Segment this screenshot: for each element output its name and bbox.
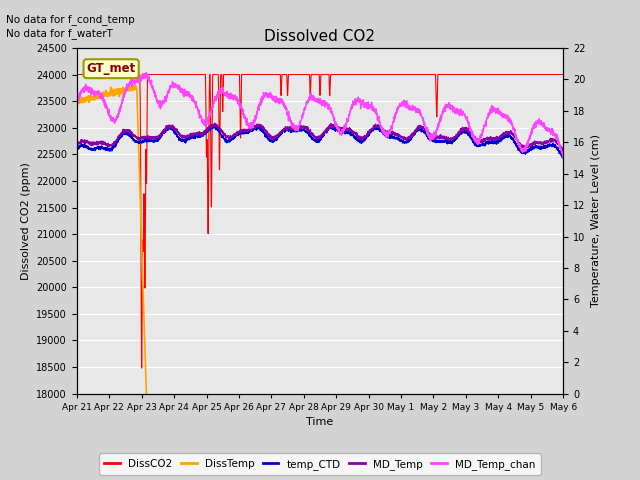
DissTemp bbox=[129, 85, 136, 91]
MD_Temp bbox=[129, 132, 136, 137]
MD_Temp_chan bbox=[497, 111, 505, 117]
MD_Temp_chan bbox=[559, 155, 567, 161]
temp_CTD bbox=[210, 122, 218, 128]
DissCO2 bbox=[497, 72, 505, 77]
temp_CTD bbox=[497, 136, 505, 142]
MD_Temp_chan bbox=[129, 83, 136, 89]
MD_Temp_chan bbox=[550, 131, 557, 136]
MD_Temp bbox=[211, 120, 218, 126]
MD_Temp_chan bbox=[73, 100, 81, 106]
MD_Temp bbox=[73, 143, 81, 148]
DissCO2 bbox=[73, 72, 81, 77]
DissCO2 bbox=[281, 72, 289, 77]
Line: MD_Temp_chan: MD_Temp_chan bbox=[77, 73, 563, 158]
MD_Temp bbox=[497, 134, 505, 140]
DissCO2 bbox=[129, 72, 136, 77]
Title: Dissolved CO2: Dissolved CO2 bbox=[264, 29, 376, 44]
MD_Temp bbox=[559, 148, 567, 154]
temp_CTD bbox=[559, 155, 566, 161]
DissCO2 bbox=[559, 72, 567, 77]
DissCO2 bbox=[260, 72, 268, 77]
Y-axis label: Dissolved CO2 (ppm): Dissolved CO2 (ppm) bbox=[20, 162, 31, 280]
MD_Temp_chan bbox=[559, 151, 567, 157]
DissCO2 bbox=[550, 72, 557, 77]
temp_CTD bbox=[559, 154, 567, 160]
MD_Temp bbox=[260, 126, 268, 132]
MD_Temp bbox=[281, 126, 289, 132]
Line: DissTemp: DissTemp bbox=[77, 85, 147, 394]
Legend: DissCO2, DissTemp, temp_CTD, MD_Temp, MD_Temp_chan: DissCO2, DissTemp, temp_CTD, MD_Temp, MD… bbox=[99, 454, 541, 475]
MD_Temp_chan bbox=[157, 100, 165, 106]
DissTemp bbox=[73, 97, 81, 103]
temp_CTD bbox=[129, 135, 136, 141]
temp_CTD bbox=[73, 148, 81, 154]
Line: DissCO2: DissCO2 bbox=[77, 74, 563, 368]
temp_CTD bbox=[550, 144, 557, 149]
DissCO2 bbox=[138, 365, 145, 371]
Line: temp_CTD: temp_CTD bbox=[77, 125, 563, 158]
Text: No data for f_waterT: No data for f_waterT bbox=[6, 28, 113, 39]
Text: No data for f_cond_temp: No data for f_cond_temp bbox=[6, 13, 135, 24]
Line: MD_Temp: MD_Temp bbox=[77, 123, 563, 151]
DissCO2 bbox=[157, 72, 165, 77]
temp_CTD bbox=[157, 133, 165, 139]
X-axis label: Time: Time bbox=[307, 417, 333, 427]
MD_Temp_chan bbox=[143, 70, 150, 76]
temp_CTD bbox=[260, 128, 268, 134]
MD_Temp bbox=[157, 131, 165, 137]
MD_Temp_chan bbox=[281, 102, 289, 108]
Y-axis label: Temperature, Water Level (cm): Temperature, Water Level (cm) bbox=[591, 134, 601, 307]
temp_CTD bbox=[281, 128, 289, 133]
MD_Temp bbox=[550, 137, 557, 143]
MD_Temp_chan bbox=[260, 90, 268, 96]
Text: GT_met: GT_met bbox=[86, 62, 136, 75]
